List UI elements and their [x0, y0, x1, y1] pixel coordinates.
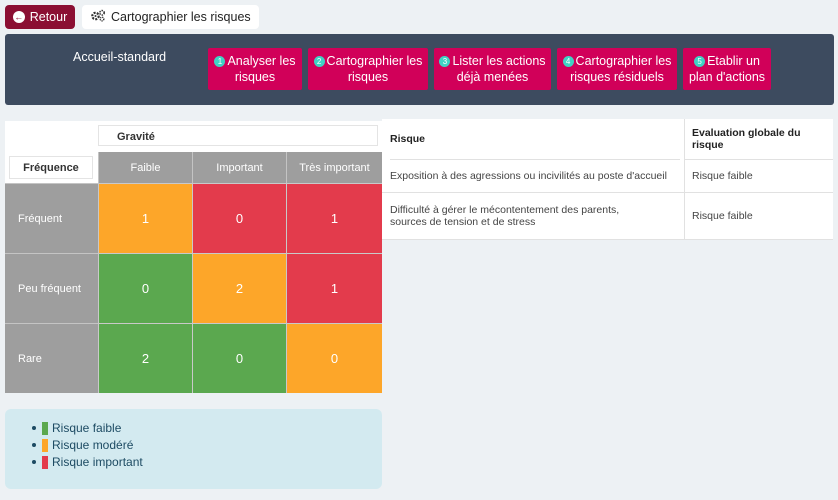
legend-swatch [42, 438, 48, 452]
page-title-tab: Cartographier les risques [82, 5, 259, 29]
toolbar: ← Retour Cartographier les risques [0, 0, 838, 34]
column-header-tres-important: Très important [286, 152, 382, 183]
risk-matrix: Gravité Fréquence Faible Important Très … [5, 121, 382, 393]
matrix-cell[interactable]: 1 [286, 253, 382, 323]
legend-label: Risque important [52, 455, 143, 469]
step-lister-actions[interactable]: 3 Lister les actions déjà menées [434, 48, 551, 90]
frequency-header: Fréquence [9, 156, 93, 179]
step-label: risques [234, 70, 276, 84]
legend-swatch [42, 455, 48, 469]
matrix-cell[interactable]: 0 [192, 183, 286, 253]
legend: Risque faible Risque modéré Risque impor… [5, 409, 382, 489]
matrix-cell[interactable]: 1 [286, 183, 382, 253]
table-cell-evaluation: Risque faible [684, 160, 833, 193]
legend-item: Risque important [32, 454, 143, 470]
workstation-title: Accueil-standard [73, 50, 167, 64]
step-label: Analyser les [227, 54, 296, 68]
step-cartographier-risques-residuels[interactable]: 4 Cartographier les risques résiduels [557, 48, 677, 90]
column-header-faible: Faible [98, 152, 192, 183]
gears-icon [90, 9, 106, 25]
back-button[interactable]: ← Retour [5, 5, 75, 29]
step-label: Lister les actions [452, 54, 546, 68]
column-header-important: Important [192, 152, 286, 183]
bullet-icon [32, 426, 36, 430]
step-cartographier-risques[interactable]: 2 Cartographier les risques [308, 48, 428, 90]
arrow-left-icon: ← [12, 11, 25, 23]
legend-swatch [42, 421, 48, 435]
matrix-cell[interactable]: 2 [192, 253, 286, 323]
step-number-badge: 2 [313, 56, 325, 67]
step-analyser-risques[interactable]: 1 Analyser les risques [208, 48, 302, 90]
step-number-badge: 4 [562, 56, 574, 67]
matrix-cell[interactable]: 1 [98, 183, 192, 253]
table-cell-risk: Difficulté à gérer le mécontentement des… [382, 193, 684, 240]
row-header-frequent: Fréquent [5, 183, 98, 253]
matrix-cell[interactable]: 0 [286, 323, 382, 393]
step-label: risques résiduels [570, 70, 664, 84]
bullet-icon [32, 460, 36, 464]
legend-item: Risque modéré [32, 437, 133, 453]
row-header-rare: Rare [5, 323, 98, 393]
step-label: risques [347, 70, 389, 84]
step-label: Cartographier les [575, 54, 672, 68]
row-header-peu-frequent: Peu fréquent [5, 253, 98, 323]
column-divider [684, 119, 685, 240]
back-button-label: Retour [29, 10, 68, 24]
legend-label: Risque faible [52, 421, 122, 435]
matrix-cell[interactable]: 2 [98, 323, 192, 393]
step-label: Cartographier les [326, 54, 423, 68]
table-cell-evaluation: Risque faible [684, 193, 833, 240]
column-header-risque: Risque [390, 119, 680, 160]
legend-label: Risque modéré [52, 438, 134, 452]
gravity-header: Gravité [98, 125, 378, 146]
step-label: Etablir un [707, 54, 760, 68]
matrix-cell[interactable]: 0 [98, 253, 192, 323]
step-number-badge: 3 [439, 56, 451, 67]
bullet-icon [32, 443, 36, 447]
step-label: déjà menées [456, 70, 529, 84]
step-number-badge: 1 [214, 56, 226, 67]
step-label: plan d'actions [688, 70, 766, 84]
step-plan-actions[interactable]: 5 Etablir un plan d'actions [683, 48, 771, 90]
page-title: Cartographier les risques [111, 10, 251, 24]
column-header-evaluation: Evaluation globale du risque [684, 119, 833, 160]
steps-panel: Accueil-standard 1 Analyser les risques 2… [5, 34, 834, 105]
legend-item: Risque faible [32, 420, 121, 436]
step-number-badge: 5 [694, 56, 706, 67]
matrix-cell[interactable]: 0 [192, 323, 286, 393]
risk-evaluation-table: Risque Evaluation globale du risque Expo… [382, 119, 833, 240]
table-cell-risk: Exposition à des agressions ou incivilit… [382, 160, 684, 193]
